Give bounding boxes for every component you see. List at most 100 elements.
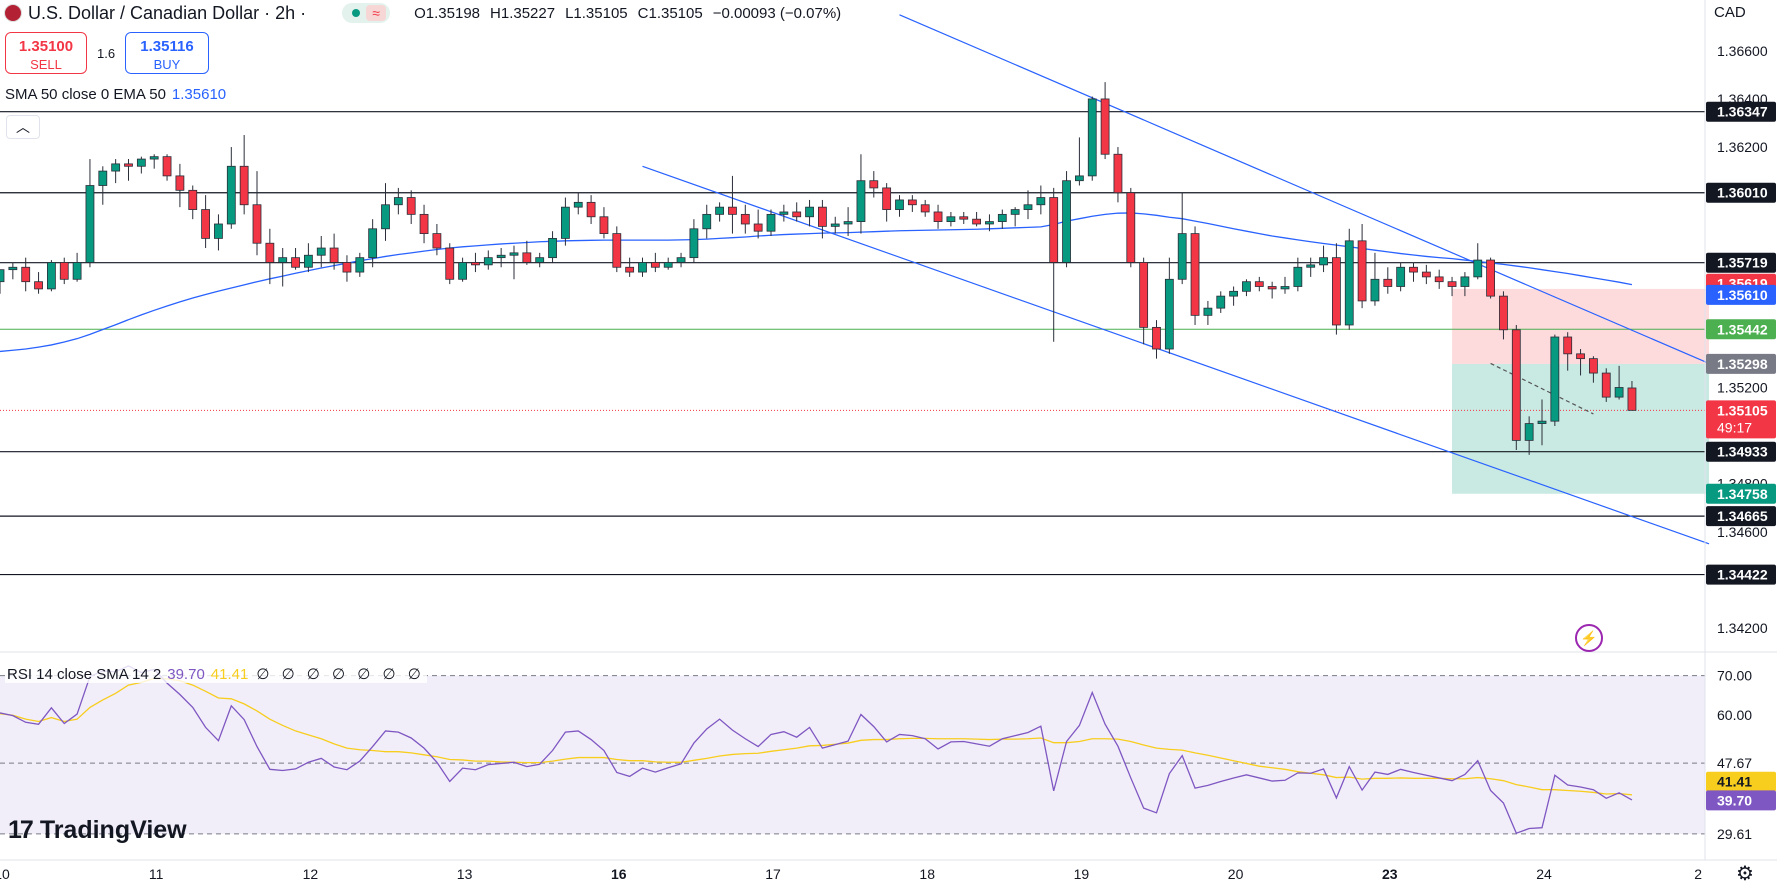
- gear-icon[interactable]: ⚙: [1736, 863, 1754, 885]
- candle-body: [1139, 262, 1149, 328]
- rsi-legend[interactable]: RSI 14 close SMA 14 2 39.70 41.41 ∅ ∅ ∅ ∅ ∅…: [5, 665, 427, 683]
- candle-body: [278, 257, 288, 263]
- candle-body: [1409, 266, 1418, 273]
- candle-body: [1434, 276, 1444, 283]
- trendline: [1490, 362, 1594, 415]
- level-tag: 1.36010: [1706, 182, 1776, 203]
- candle: [1383, 267, 1393, 294]
- candle-body: [239, 165, 249, 206]
- rsi-tick-label: 70.00: [1717, 668, 1752, 684]
- candle-body: [1126, 192, 1136, 263]
- ohlc-readout: O1.35198 H1.35227 L1.35105 C1.35105 −0.0…: [414, 5, 841, 22]
- rsi-tick-label: 47.67: [1717, 755, 1752, 771]
- compare-icon: ≈: [366, 5, 387, 21]
- candle: [201, 195, 211, 249]
- candle-body: [316, 247, 326, 256]
- candle-body: [214, 223, 223, 239]
- candle-body: [946, 216, 956, 222]
- candle: [792, 202, 802, 222]
- candle-body: [1357, 240, 1367, 302]
- candle-body: [573, 201, 583, 208]
- level-tag: 1.36347: [1706, 101, 1776, 122]
- level-tag-text: 1.34422: [1717, 567, 1768, 583]
- candle-body: [882, 187, 892, 210]
- symbol-title[interactable]: U.S. Dollar / Canadian Dollar · 2h ·: [28, 2, 307, 23]
- candle: [59, 257, 69, 285]
- candle: [1190, 226, 1200, 325]
- candle: [47, 260, 56, 292]
- candle-body: [111, 163, 121, 172]
- time-tick-label: 11: [149, 866, 164, 882]
- candle-body: [1113, 153, 1123, 194]
- trendline: [642, 165, 1710, 545]
- candle: [8, 262, 18, 280]
- candle: [458, 257, 468, 282]
- candle: [316, 236, 326, 268]
- candle: [1075, 137, 1084, 186]
- rsi-sma-tag-bg: [1706, 771, 1776, 792]
- candle-body: [1370, 278, 1380, 302]
- candle-body: [458, 262, 468, 280]
- candle-body: [381, 204, 390, 230]
- candle-body: [1023, 204, 1033, 210]
- tradingview-mark-icon: 17: [8, 816, 34, 844]
- candle-body: [895, 199, 904, 210]
- candle: [1306, 257, 1316, 277]
- candle: [869, 171, 879, 198]
- level-tag-text: 1.35719: [1717, 255, 1768, 271]
- level-tag-bg: [1706, 564, 1776, 585]
- candle-body: [805, 206, 814, 218]
- time-tick-label: 16: [611, 866, 627, 882]
- candle-body: [599, 216, 609, 235]
- candle-body: [522, 252, 532, 263]
- currency-selector[interactable]: CAD: [1714, 4, 1746, 21]
- tradingview-logo[interactable]: 17 TradingView: [8, 816, 187, 845]
- price-axis: 1.366001.364001.362001.352001.348001.346…: [0, 0, 1777, 861]
- rsi-line: [0, 665, 1633, 835]
- candle: [368, 219, 378, 268]
- candle-body: [445, 247, 455, 280]
- candle: [1087, 96, 1097, 181]
- entry-tag-bg: [1706, 319, 1776, 340]
- buy-label: BUY: [153, 57, 181, 72]
- time-tick-label: 13: [457, 866, 473, 882]
- market-status-pill[interactable]: ≈: [342, 3, 391, 23]
- candle: [946, 211, 956, 227]
- candle-body: [1383, 278, 1393, 287]
- candle: [1023, 190, 1033, 220]
- candle: [1254, 276, 1264, 292]
- buy-button[interactable]: 1.35116 BUY: [125, 32, 209, 74]
- lightning-icon[interactable]: ⚡: [1575, 624, 1603, 652]
- candle-body: [85, 185, 95, 263]
- candle: [265, 228, 275, 285]
- candle-body: [8, 266, 18, 271]
- candle: [1614, 365, 1624, 400]
- candle: [1524, 416, 1534, 455]
- candle: [188, 185, 198, 220]
- candle-body: [753, 223, 763, 232]
- price-tick-label: 1.35200: [1717, 379, 1768, 395]
- candle: [483, 250, 493, 270]
- candle: [715, 202, 724, 222]
- candle: [226, 147, 236, 229]
- candle: [34, 272, 43, 294]
- candle-body: [1614, 387, 1624, 398]
- sell-button[interactable]: 1.35100 SELL: [5, 32, 87, 74]
- candle-body: [1319, 257, 1328, 266]
- candle-body: [1563, 336, 1573, 355]
- candle: [1499, 291, 1508, 340]
- candle-body: [972, 218, 981, 225]
- candle: [1036, 185, 1046, 215]
- time-tick-label: 2: [1694, 866, 1702, 882]
- candle: [933, 204, 943, 229]
- ma-legend[interactable]: SMA 50 close 0 EMA 50 1.35610: [5, 86, 226, 103]
- candle: [1511, 324, 1521, 451]
- candle: [1601, 368, 1611, 402]
- ma-legend-label: SMA 50 close 0 EMA 50: [5, 86, 166, 103]
- collapse-legend-button[interactable]: ︿: [6, 115, 40, 139]
- candle: [1100, 82, 1110, 160]
- rsi-legend-label: RSI 14 close SMA 14 2: [7, 666, 162, 683]
- candle: [1010, 207, 1020, 227]
- candle: [959, 211, 969, 224]
